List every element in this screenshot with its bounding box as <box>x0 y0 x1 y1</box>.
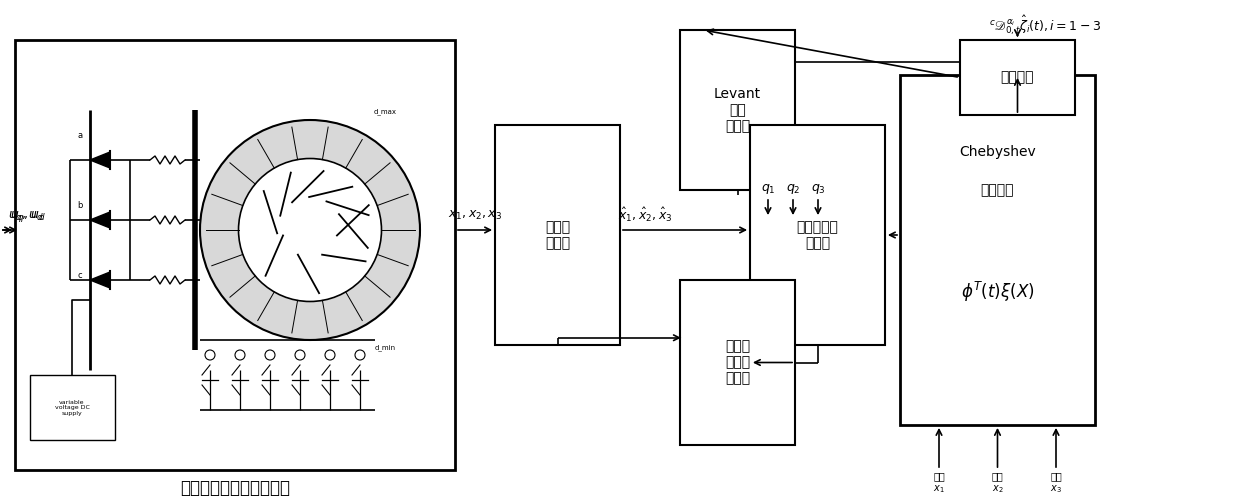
Text: $x_1, x_2, x_3$: $x_1, x_2, x_3$ <box>448 208 502 222</box>
Text: $u_q, u_d$: $u_q, u_d$ <box>7 210 43 224</box>
Text: variable
voltage DC
supply: variable voltage DC supply <box>55 400 89 416</box>
Text: Levant
微分
跟踪器: Levant 微分 跟踪器 <box>714 87 761 133</box>
FancyBboxPatch shape <box>495 125 620 345</box>
FancyBboxPatch shape <box>30 375 115 440</box>
Polygon shape <box>91 212 110 228</box>
Circle shape <box>238 158 382 302</box>
Text: $u_q, u_d$: $u_q, u_d$ <box>10 210 46 224</box>
FancyBboxPatch shape <box>680 30 795 190</box>
Text: ${}^c\mathscr{D}^{\alpha_i}_{0,t}\hat{\zeta}_i(t), i=1-3$: ${}^c\mathscr{D}^{\alpha_i}_{0,t}\hat{\z… <box>990 13 1101 37</box>
Circle shape <box>325 350 335 360</box>
Text: 误差
$x_2$: 误差 $x_2$ <box>992 472 1003 494</box>
Text: $q_3$: $q_3$ <box>811 182 826 196</box>
Text: 神经网络: 神经网络 <box>981 184 1014 198</box>
Text: d_min: d_min <box>374 344 396 352</box>
Text: c: c <box>78 270 82 280</box>
Circle shape <box>236 350 246 360</box>
Text: 误差
$x_3$: 误差 $x_3$ <box>1050 472 1061 494</box>
Circle shape <box>295 350 305 360</box>
Text: 自适应律: 自适应律 <box>1001 70 1034 85</box>
Circle shape <box>205 350 215 360</box>
Text: b: b <box>77 200 83 209</box>
FancyBboxPatch shape <box>15 40 455 470</box>
Text: 误差
$x_1$: 误差 $x_1$ <box>934 472 945 494</box>
Circle shape <box>355 350 365 360</box>
Text: 等效频
率分布
式模型: 等效频 率分布 式模型 <box>725 340 750 386</box>
Polygon shape <box>91 272 110 288</box>
Text: 自适应混湁
控制器: 自适应混湁 控制器 <box>796 220 838 250</box>
Text: $\phi^T(t)\xi(X)$: $\phi^T(t)\xi(X)$ <box>961 280 1034 304</box>
Text: 高增益
观测器: 高增益 观测器 <box>544 220 570 250</box>
Text: $q_2$: $q_2$ <box>786 182 800 196</box>
FancyBboxPatch shape <box>750 125 885 345</box>
Text: a: a <box>77 130 83 140</box>
Text: $q_1$: $q_1$ <box>760 182 775 196</box>
FancyBboxPatch shape <box>680 280 795 445</box>
Circle shape <box>200 120 420 340</box>
Text: d_max: d_max <box>373 108 397 116</box>
FancyBboxPatch shape <box>960 40 1075 115</box>
Circle shape <box>265 350 275 360</box>
Text: $\hat{x}_1, \hat{x}_2, \hat{x}_3$: $\hat{x}_1, \hat{x}_2, \hat{x}_3$ <box>618 206 672 224</box>
FancyBboxPatch shape <box>900 75 1095 425</box>
Text: 分数阶无刷直流电机系统: 分数阶无刷直流电机系统 <box>180 479 290 497</box>
Text: Chebyshev: Chebyshev <box>959 145 1035 159</box>
Polygon shape <box>91 152 110 168</box>
